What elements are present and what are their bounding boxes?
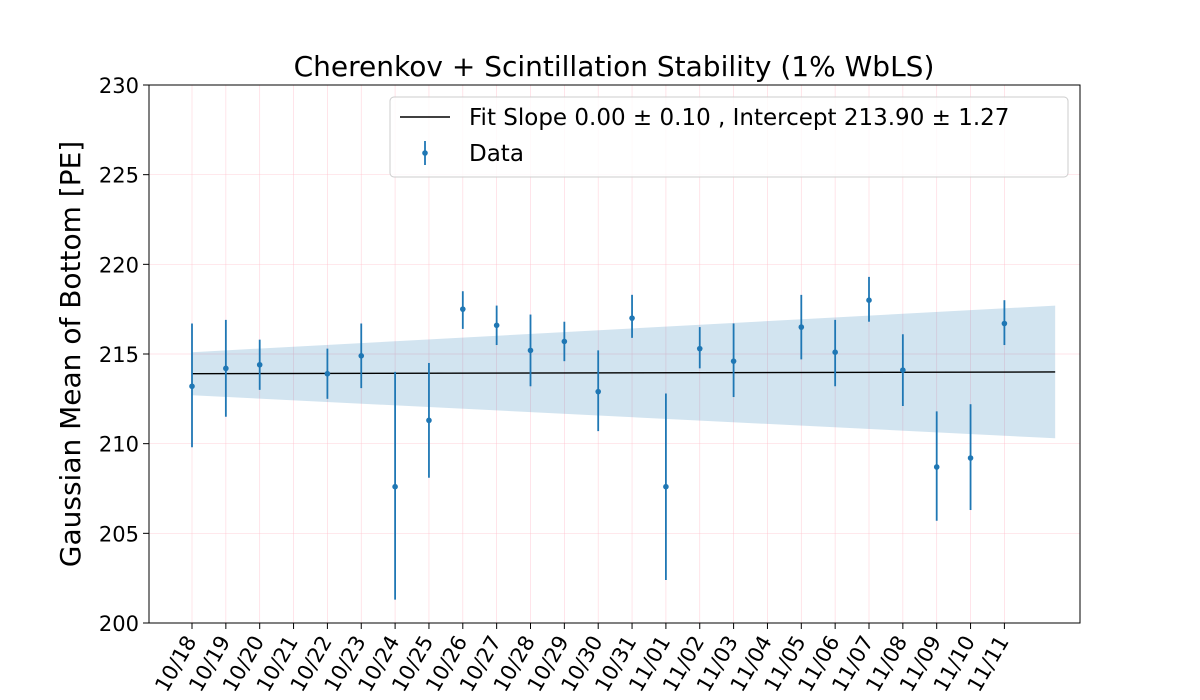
fit-confidence-band <box>192 305 1056 439</box>
data-point <box>426 417 432 424</box>
fit-line-layer <box>191 371 1056 375</box>
y-tick-label: 215 <box>99 343 139 367</box>
data-point <box>358 352 365 359</box>
y-tick-label: 225 <box>99 164 139 188</box>
data-point <box>696 345 703 352</box>
data-point <box>933 464 940 470</box>
data-point <box>798 324 805 330</box>
y-tick-label: 205 <box>99 522 139 546</box>
data-point <box>223 365 229 372</box>
legend-data-label: Data <box>469 141 524 167</box>
data-point <box>1001 320 1008 327</box>
confidence-band-layer <box>192 305 1056 439</box>
data-point <box>527 347 534 354</box>
y-axis-label: Gaussian Mean of Bottom [PE] <box>54 141 87 567</box>
data-point <box>663 483 669 490</box>
data-point <box>967 455 974 461</box>
data-point <box>832 349 838 356</box>
data-point <box>900 367 906 373</box>
data-point <box>561 338 568 345</box>
data-point <box>460 306 466 312</box>
data-point <box>629 315 635 321</box>
data-point <box>493 322 500 329</box>
legend-box <box>389 96 1069 178</box>
data-point <box>866 297 872 304</box>
chart-title: Cherenkov + Scintillation Stability (1% … <box>294 50 935 83</box>
y-tick-label: 200 <box>99 612 139 636</box>
legend: Fit Slope 0.00 ± 0.10 , Intercept 213.90… <box>389 96 1069 178</box>
data-point <box>595 388 601 395</box>
legend-data-marker <box>422 150 428 156</box>
data-point <box>392 483 398 490</box>
y-tick-label: 210 <box>99 433 139 457</box>
data-point <box>256 361 263 368</box>
y-tick-label: 230 <box>99 74 139 98</box>
y-tick-label: 220 <box>99 253 139 277</box>
data-point <box>189 383 195 390</box>
data-point <box>730 358 737 364</box>
data-series-layer <box>189 276 1008 600</box>
fit-line <box>191 371 1056 375</box>
data-point <box>324 370 331 377</box>
legend-fit-label: Fit Slope 0.00 ± 0.10 , Intercept 213.90… <box>469 105 1009 131</box>
